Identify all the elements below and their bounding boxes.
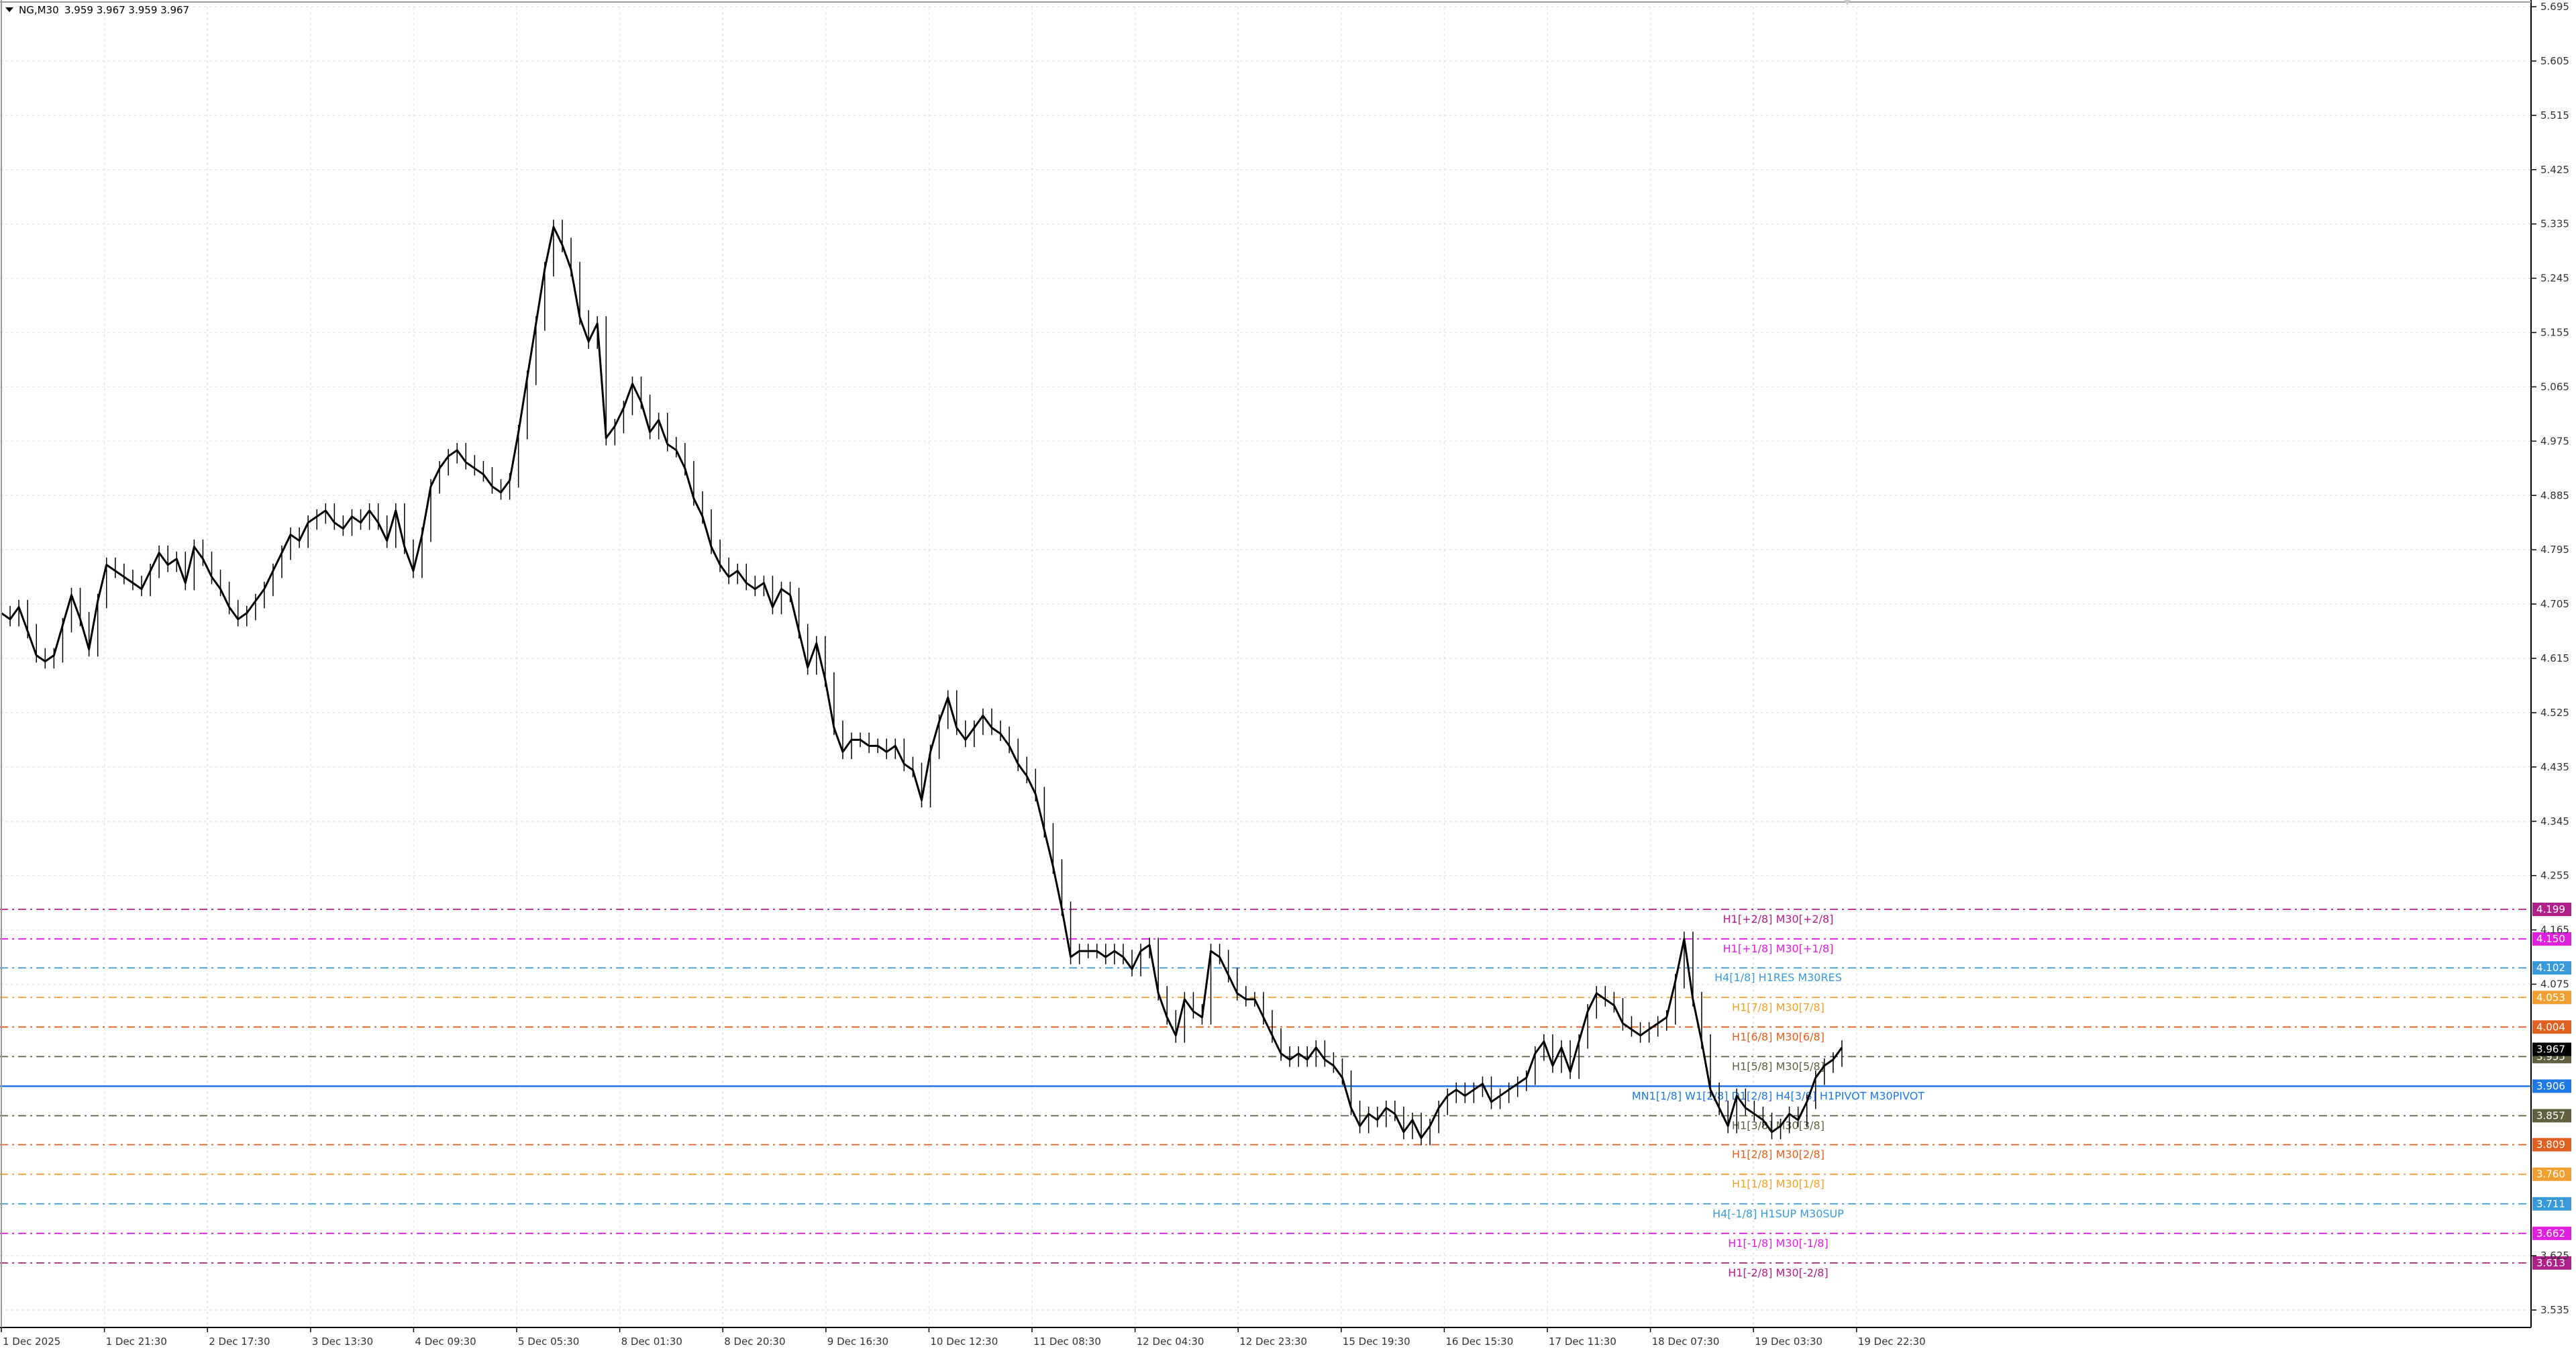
level-price-tag bbox=[2532, 903, 2571, 917]
level-price-text: 4.102 bbox=[2536, 962, 2565, 974]
level-label: H4[1/8] H1RES M30RES bbox=[1714, 971, 1842, 984]
level-label: H1[6/8] M30[6/8] bbox=[1732, 1030, 1824, 1043]
level-price-tag bbox=[2532, 1256, 2571, 1270]
level-label: H1[2/8] M30[2/8] bbox=[1732, 1148, 1824, 1161]
x-tick-label: 17 Dec 11:30 bbox=[1549, 1336, 1616, 1348]
x-tick-label: 12 Dec 04:30 bbox=[1137, 1336, 1204, 1348]
level-label: H1[7/8] M30[7/8] bbox=[1732, 1001, 1824, 1013]
level-label: H1[1/8] M30[1/8] bbox=[1732, 1178, 1824, 1191]
x-tick-label: 19 Dec 03:30 bbox=[1755, 1336, 1822, 1348]
chart-header: NG,M30 3.959 3.967 3.959 3.967 bbox=[5, 4, 189, 16]
level-price-text: 4.150 bbox=[2536, 933, 2565, 945]
level-label: H1[-1/8] M30[-1/8] bbox=[1728, 1237, 1828, 1250]
level-price-text: 3.906 bbox=[2536, 1080, 2565, 1092]
x-tick-label: 10 Dec 12:30 bbox=[930, 1336, 998, 1348]
current-price-text: 3.967 bbox=[2536, 1044, 2565, 1056]
level-price-tag bbox=[2532, 991, 2571, 1005]
y-tick-label: 5.335 bbox=[2540, 218, 2569, 230]
y-tick-label: 3.535 bbox=[2540, 1304, 2569, 1316]
level-label: H1[3/8] M30[3/8] bbox=[1732, 1119, 1824, 1131]
y-tick-label: 4.615 bbox=[2540, 652, 2569, 664]
x-tick-label: 1 Dec 21:30 bbox=[106, 1336, 167, 1348]
y-tick-label: 3.625 bbox=[2540, 1250, 2569, 1262]
triangle-down-icon[interactable] bbox=[5, 7, 13, 12]
x-tick-label: 2 Dec 17:30 bbox=[209, 1336, 270, 1348]
level-price-tag bbox=[2532, 961, 2571, 975]
level-price-tag bbox=[2532, 1197, 2571, 1211]
y-tick-label: 5.245 bbox=[2540, 272, 2569, 285]
y-tick-label: 5.155 bbox=[2540, 327, 2569, 339]
level-price-tag bbox=[2532, 1167, 2571, 1181]
y-tick-label: 5.425 bbox=[2540, 164, 2569, 176]
y-tick-label: 4.075 bbox=[2540, 978, 2569, 991]
y-tick-label: 5.065 bbox=[2540, 381, 2569, 393]
x-tick-label: 16 Dec 15:30 bbox=[1445, 1336, 1513, 1348]
level-price-text: 3.809 bbox=[2536, 1139, 2565, 1151]
symbol-label: NG,M30 bbox=[19, 4, 59, 16]
level-label: H1[+1/8] M30[+1/8] bbox=[1723, 942, 1834, 955]
x-tick-label: 15 Dec 19:30 bbox=[1343, 1336, 1410, 1348]
axes bbox=[0, 0, 2532, 1328]
level-price-text: 4.199 bbox=[2536, 903, 2565, 915]
level-price-tag bbox=[2532, 1109, 2571, 1123]
y-tick-label: 5.695 bbox=[2540, 1, 2569, 13]
y-tick-label: 4.255 bbox=[2540, 870, 2569, 882]
x-tick-label: 3 Dec 13:30 bbox=[312, 1336, 373, 1348]
x-tick-label: 8 Dec 01:30 bbox=[621, 1336, 682, 1348]
level-price-tag bbox=[2532, 1138, 2571, 1152]
x-tick-label: 19 Dec 22:30 bbox=[1858, 1336, 1926, 1348]
level-price-text: 3.613 bbox=[2536, 1257, 2565, 1269]
level-label: MN1[1/8] W1[2/8] D1[2/8] H4[3/8] H1PIVOT… bbox=[1632, 1089, 1924, 1102]
level-price-text: 3.760 bbox=[2536, 1168, 2565, 1180]
x-tick-label: 5 Dec 05:30 bbox=[518, 1336, 579, 1348]
y-tick-label: 4.975 bbox=[2540, 435, 2569, 447]
chart-shift-icon[interactable] bbox=[1844, 0, 1851, 5]
x-tick-label: 12 Dec 23:30 bbox=[1239, 1336, 1307, 1348]
y-tick-label: 5.605 bbox=[2540, 55, 2569, 67]
level-price-text: 4.004 bbox=[2536, 1021, 2565, 1033]
x-tick-label: 9 Dec 16:30 bbox=[827, 1336, 888, 1348]
level-price-text: 3.662 bbox=[2536, 1227, 2565, 1240]
level-label: H1[-2/8] M30[-2/8] bbox=[1728, 1266, 1828, 1279]
level-price-text: 3.711 bbox=[2536, 1198, 2565, 1210]
y-tick-label: 4.165 bbox=[2540, 924, 2569, 936]
x-tick-label: 18 Dec 07:30 bbox=[1652, 1336, 1720, 1348]
x-tick-label: 4 Dec 09:30 bbox=[415, 1336, 476, 1348]
level-label: H4[-1/8] H1SUP M30SUP bbox=[1712, 1207, 1844, 1220]
level-price-tag bbox=[2532, 1079, 2571, 1093]
x-tick-label: 8 Dec 20:30 bbox=[724, 1336, 785, 1348]
y-tick-label: 4.795 bbox=[2540, 544, 2569, 556]
level-price-tag bbox=[2532, 1020, 2571, 1034]
level-label: H1[+2/8] M30[+2/8] bbox=[1723, 913, 1834, 925]
y-tick-label: 4.345 bbox=[2540, 815, 2569, 827]
y-tick-label: 4.435 bbox=[2540, 761, 2569, 773]
level-price-tag bbox=[2532, 932, 2571, 946]
y-tick-label: 4.705 bbox=[2540, 598, 2569, 610]
murrey-levels: H1[+2/8] M30[+2/8] 4.199 H1[+1/8] M30[+1/8… bbox=[0, 903, 2571, 1279]
x-tick-label: 11 Dec 08:30 bbox=[1033, 1336, 1101, 1348]
x-tick-label: 1 Dec 2025 bbox=[3, 1336, 60, 1348]
level-price-text: 4.053 bbox=[2536, 991, 2565, 1003]
price-series bbox=[1, 219, 1843, 1146]
level-label: H1[5/8] M30[5/8] bbox=[1732, 1060, 1824, 1072]
level-price-text: 3.857 bbox=[2536, 1109, 2565, 1121]
axis-labels: 5.695 5.605 5.515 5.425 5.335 5.245 5.155 5.065… bbox=[3, 0, 2569, 1348]
y-tick-label: 5.515 bbox=[2540, 109, 2569, 121]
y-tick-label: 4.885 bbox=[2540, 489, 2569, 501]
ohlc-readout: 3.959 3.967 3.959 3.967 bbox=[64, 4, 189, 16]
y-tick-label: 4.525 bbox=[2540, 707, 2569, 719]
level-price-tag bbox=[2532, 1226, 2571, 1240]
current-price-tag bbox=[2532, 1042, 2571, 1056]
